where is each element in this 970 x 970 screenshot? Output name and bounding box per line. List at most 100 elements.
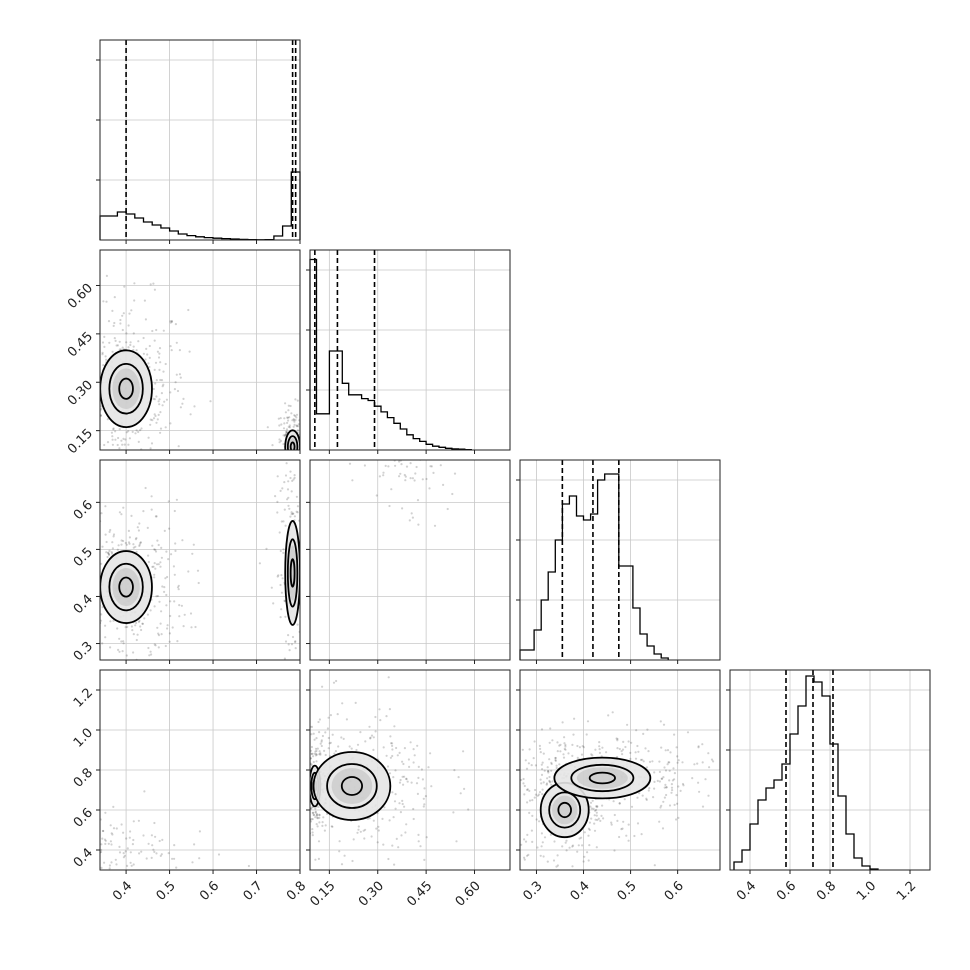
scatter-point [304,416,306,418]
scatter-point [377,829,380,832]
scatter-point [576,744,579,748]
scatter-point [387,403,389,405]
scatter-point [634,751,637,754]
contour-1 [326,763,378,809]
scatter-point [541,768,544,771]
scatter-point [153,463,155,465]
scatter-point [41,828,43,830]
scatter-point [135,638,138,642]
scatter-point [408,765,411,769]
scatter-point [285,465,287,467]
scatter-point [532,559,534,561]
scatter-point [191,861,194,864]
scatter-point [540,832,544,835]
scatter-point [280,485,282,487]
scatter-point [12,829,14,831]
scatter-point [1,838,3,840]
scatter-point [651,760,654,763]
scatter-point [452,369,454,371]
scatter-point [14,830,16,832]
scatter-point [101,829,105,833]
scatter-point [588,821,592,824]
scatter-point [127,324,130,327]
scatter-point [326,727,329,730]
scatter-point [537,382,539,384]
scatter-point [290,453,292,455]
scatter-point [44,833,46,835]
scatter-point [125,837,128,840]
scatter-point [110,843,113,846]
scatter-point [379,430,381,432]
scatter-point [405,823,408,826]
scatter-point [486,757,488,759]
scatter-point [289,470,292,473]
scatter-point [452,811,455,814]
scatter-point [397,846,400,849]
scatter-point [310,745,313,749]
scatter-point [394,807,397,810]
scatter-point [30,850,32,852]
scatter-point [407,360,409,362]
scatter-point [535,818,538,821]
scatter-point [5,828,7,830]
scatter-point [320,740,323,743]
scatter-point [284,468,286,470]
scatter-point [2,843,4,845]
scatter-point [106,675,108,677]
scatter-point [284,474,288,477]
scatter-point [387,676,390,679]
scatter-point [541,761,544,764]
scatter-point [16,847,18,849]
scatter-point [538,463,540,465]
scatter-point [523,500,525,502]
scatter-point [563,742,566,745]
scatter-point [401,442,403,444]
scatter-point [279,616,282,619]
scatter-point [81,887,83,889]
scatter-point [143,790,146,793]
y-tick-label-1: 0.45 [65,329,96,360]
scatter-point [613,849,616,852]
scatter-point [285,432,288,435]
scatter-point [521,353,523,355]
scatter-point [159,622,162,625]
scatter-point [408,421,410,423]
scatter-point [413,754,416,757]
scatter-point [119,322,122,325]
scatter-point [12,852,14,854]
scatter-point [281,760,283,762]
scatter-point [118,845,121,849]
scatter-point [417,776,420,780]
scatter-point [59,830,61,832]
scatter-point [147,457,149,459]
scatter-point [144,486,147,490]
scatter-point [417,523,420,526]
scatter-point [306,759,308,761]
scatter-point [153,339,156,342]
scatter-point [294,640,297,643]
scatter-point [116,344,119,347]
scatter-point [451,339,453,341]
scatter-point [155,515,158,518]
scatter-point [292,418,295,421]
scatter-point [118,511,121,514]
scatter-point [404,416,406,418]
scatter-point [305,532,307,534]
scatter-point [395,837,398,841]
scatter-point [401,799,404,803]
scatter-point [453,769,456,772]
scatter-point [16,890,18,892]
scatter-point [388,819,391,822]
scatter-point [538,531,540,533]
scatter-point [286,416,290,419]
scatter-point [462,423,464,425]
scatter-point [460,416,462,418]
scatter-point [132,633,135,636]
scatter-point [533,300,535,302]
scatter-point [395,453,397,455]
scatter-point [156,626,159,629]
scatter-point [607,714,610,717]
scatter-point [86,876,88,878]
scatter-point [293,474,296,477]
scatter-point [283,481,286,484]
